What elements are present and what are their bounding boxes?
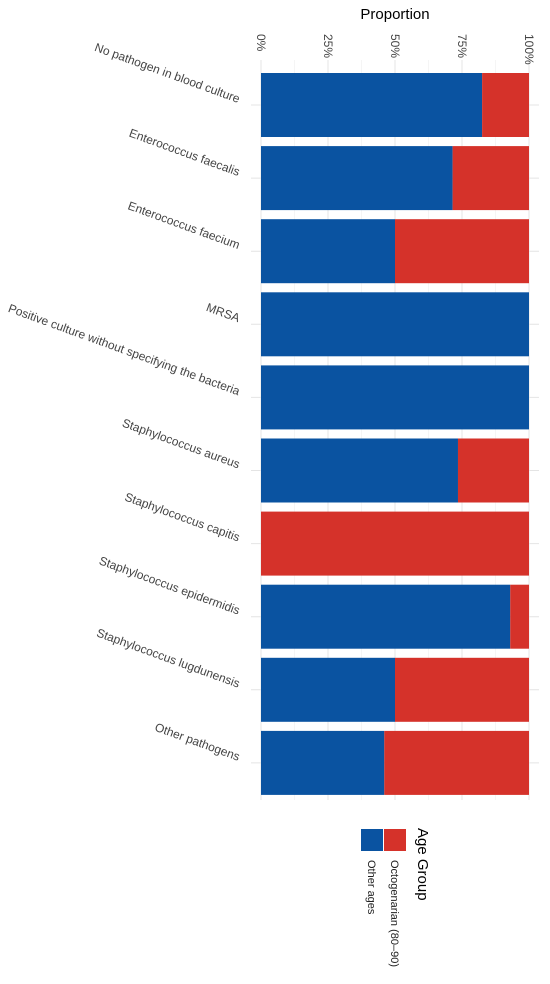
bar-segment-other-ages (261, 584, 511, 649)
x-tick-label: 25% (321, 34, 335, 58)
bar-segment-octogenarian (384, 730, 529, 795)
category-labels: No pathogen in blood culture Enterococcus… (6, 40, 242, 764)
bars (261, 73, 529, 795)
bar-segment-other-ages (261, 438, 458, 503)
category-label: Enterococcus faecium (126, 198, 242, 252)
legend-key (384, 829, 406, 851)
category-label: No pathogen in blood culture (93, 40, 242, 106)
legend-entries: Octogenarian (80–90) Other ages (361, 829, 406, 967)
x-tick-label: 50% (388, 34, 402, 58)
category-label: Staphylococcus aureus (120, 416, 241, 472)
category-label: MRSA (204, 300, 241, 325)
category-label: Staphylococcus lugdunensis (95, 626, 242, 691)
category-label: Positive culture without specifying the … (6, 301, 242, 398)
legend-title: Age Group (414, 828, 431, 901)
legend-label: Octogenarian (80–90) (388, 860, 400, 967)
bar-segment-other-ages (261, 657, 395, 722)
bar-segment-octogenarian (452, 146, 529, 211)
bar-segment-octogenarian (395, 657, 529, 722)
x-tick-label: 0% (254, 34, 268, 52)
bar-segment-octogenarian (395, 219, 529, 284)
x-tick-label: 75% (455, 34, 469, 58)
x-tick-label: 100% (522, 34, 536, 65)
category-label: Staphylococcus epidermidis (97, 553, 242, 617)
bar-segment-other-ages (261, 730, 385, 795)
legend-label: Other ages (365, 860, 377, 915)
bar-segment-other-ages (261, 73, 483, 137)
bar-segment-octogenarian (482, 73, 529, 137)
bar-segment-other-ages (261, 219, 395, 284)
legend-key (361, 829, 383, 851)
bar-segment-other-ages (261, 365, 529, 430)
category-label: Other pathogens (153, 720, 242, 764)
x-axis-title: Proportion (360, 6, 429, 23)
bar-segment-other-ages (261, 146, 453, 211)
legend: Age Group Octogenarian (80–90) Other ages (361, 828, 431, 967)
category-label: Enterococcus faecalis (127, 126, 241, 179)
category-label: Staphylococcus capitis (123, 490, 242, 545)
bar-segment-octogenarian (510, 584, 529, 649)
bar-segment-octogenarian (261, 511, 529, 576)
x-axis-ticks: 0% 25% 50% 75% 100% (254, 34, 536, 65)
bar-segment-other-ages (261, 292, 529, 357)
bar-segment-octogenarian (457, 438, 529, 503)
